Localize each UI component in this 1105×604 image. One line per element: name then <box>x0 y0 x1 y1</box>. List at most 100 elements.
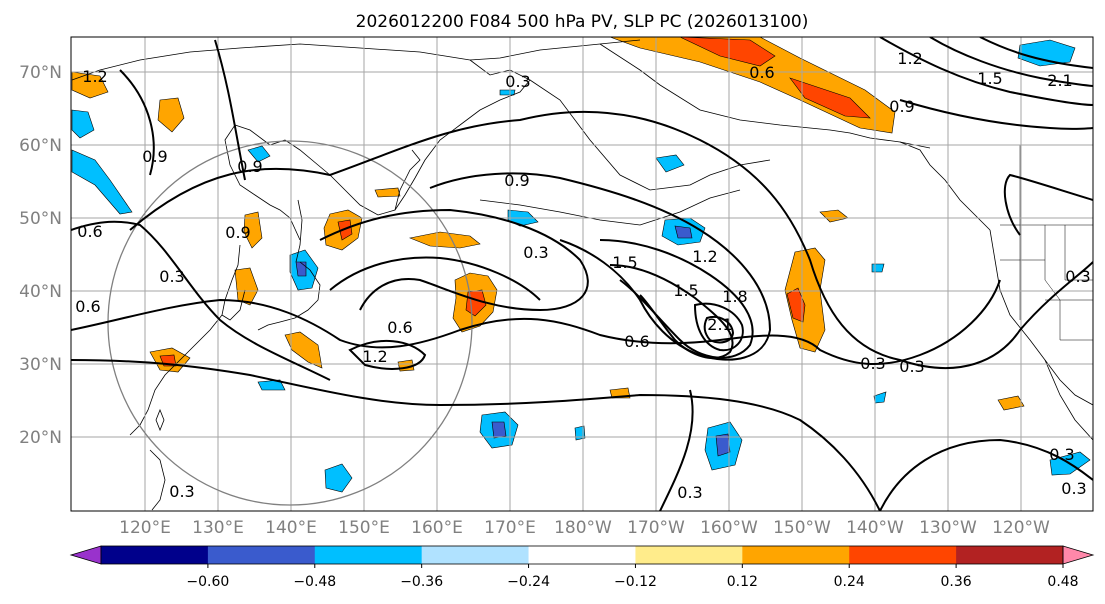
pv-fill-orange <box>234 267 259 306</box>
colorbar-tick-label: 0.24 <box>834 574 865 590</box>
pv-fill-darkblue <box>674 225 693 239</box>
lon-label: 150°W <box>773 518 831 538</box>
contour-label: 0.6 <box>387 318 412 337</box>
longitude-labels: 120°E 130°E 140°E 150°E 160°E 170°E 180°… <box>119 518 1050 538</box>
reference-circle <box>107 140 473 506</box>
contour-label: 0.3 <box>677 483 702 502</box>
slp-contour-0.9 <box>429 172 772 361</box>
contour-label: 0.3 <box>169 482 194 501</box>
pv-fill-blue <box>1017 39 1076 67</box>
colorbar-tick-label: −0.60 <box>186 574 229 590</box>
lon-label: 130°E <box>192 518 244 538</box>
contour-label: 1.2 <box>897 49 922 68</box>
pv-positive-fills <box>71 37 1025 411</box>
slp-contour-1.8 <box>693 302 744 352</box>
contour-label: 0.9 <box>142 147 167 166</box>
coastline-china <box>129 314 223 436</box>
coastline-japan <box>257 261 321 331</box>
contour-label: 0.6 <box>624 332 649 351</box>
colorbar-segment <box>528 546 636 564</box>
pv-fill-red <box>679 37 776 67</box>
contour-label: 0.3 <box>159 267 184 286</box>
colorbar-segment <box>849 546 957 564</box>
pv-fill-darkblue <box>491 421 507 439</box>
lat-label: 40°N <box>19 282 62 302</box>
colorbar-tick-label: −0.48 <box>293 574 336 590</box>
contour-label: 0.3 <box>899 357 924 376</box>
coastline-baja <box>1044 359 1093 441</box>
colorbar-tick-label: −0.24 <box>507 574 550 590</box>
graticule <box>71 37 1093 511</box>
contour-label: 0.3 <box>1061 479 1086 498</box>
colorbar-tick-label: −0.12 <box>614 574 657 590</box>
pv-fill-darkblue <box>715 433 731 457</box>
colorbar-tick-label: 0.48 <box>1047 574 1078 590</box>
slp-contour-0.3-west <box>71 220 331 381</box>
lon-label: 180°W <box>554 518 612 538</box>
lat-label: 20°N <box>19 428 62 448</box>
pv-fill-orange <box>374 187 401 198</box>
colorbar-tick-label: 0.36 <box>941 574 972 590</box>
slp-contour-0.3 <box>129 110 1093 369</box>
contour-label: 1.2 <box>362 347 387 366</box>
lon-label: 160°E <box>411 518 463 538</box>
slp-contour-upper-right <box>899 99 1093 130</box>
lon-label: 150°E <box>338 518 390 538</box>
slp-contour-2.1 <box>703 316 735 344</box>
coastline-philippines <box>149 449 166 511</box>
pv-fill-red <box>786 287 806 323</box>
state-border <box>1064 225 1093 281</box>
colorbar: −0.60 −0.48 −0.36 −0.24 −0.12 0.12 0.24 0.36 0.4… <box>69 545 1095 590</box>
lat-label: 70°N <box>19 63 62 83</box>
contour-label: 0.9 <box>237 157 262 176</box>
contour-label: 2.1 <box>707 315 732 334</box>
contour-label: 1.8 <box>722 287 747 306</box>
slp-contour-1.2 <box>599 239 754 359</box>
colorbar-border <box>100 545 1064 565</box>
contour-label: 1.2 <box>692 247 717 266</box>
lat-label: 50°N <box>19 209 62 229</box>
pv-fill-blue <box>71 109 95 139</box>
contour-label: 0.9 <box>889 97 914 116</box>
pv-fill-blue <box>655 154 685 173</box>
coastline-bc <box>899 141 991 231</box>
colorbar-segment <box>101 546 209 564</box>
pv-fill-darkblue <box>295 261 307 277</box>
pv-fill-blue <box>324 463 353 493</box>
coastline-aleutians <box>479 189 741 226</box>
coastline-asia <box>71 39 641 81</box>
slp-contour-upper-right <box>979 37 1093 69</box>
slp-contour-far-right <box>1003 173 1093 236</box>
contour-label: 0.3 <box>523 243 548 262</box>
lon-label: 170°E <box>484 518 536 538</box>
contour-label: 0.3 <box>1065 267 1090 286</box>
coastlines <box>71 39 1093 511</box>
colorbar-tick-label: 0.12 <box>727 574 758 590</box>
pv-fill-orange <box>997 395 1025 411</box>
slp-contour-upper <box>214 39 246 181</box>
coastline-kamchatka <box>394 149 421 211</box>
pv-fill-blue <box>71 149 133 215</box>
slp-contour-0.3 <box>879 438 1093 511</box>
contour-label: 0.3 <box>1049 445 1074 464</box>
slp-contour-upper <box>119 69 155 176</box>
contour-label: 1.2 <box>82 67 107 86</box>
contour-label: 0.3 <box>505 72 530 91</box>
map-background <box>71 37 1093 511</box>
pv-fill-orange <box>243 211 263 249</box>
lat-label: 60°N <box>19 136 62 156</box>
colorbar-segment <box>956 546 1064 564</box>
colorbar-segment <box>421 546 530 564</box>
colorbar-extend-low <box>69 545 102 565</box>
map-frame <box>70 36 1094 512</box>
contour-label: 1.5 <box>673 281 698 300</box>
slp-contour-0.3 <box>71 359 881 511</box>
contour-label: 0.9 <box>225 223 250 242</box>
contour-label: 1.5 <box>977 69 1002 88</box>
slp-contour-0.3 <box>659 389 694 511</box>
lon-label: 160°W <box>700 518 758 538</box>
pv-fill-blue <box>871 263 885 273</box>
coastline-sakhalin <box>295 199 303 263</box>
contour-label: 0.6 <box>77 222 102 241</box>
